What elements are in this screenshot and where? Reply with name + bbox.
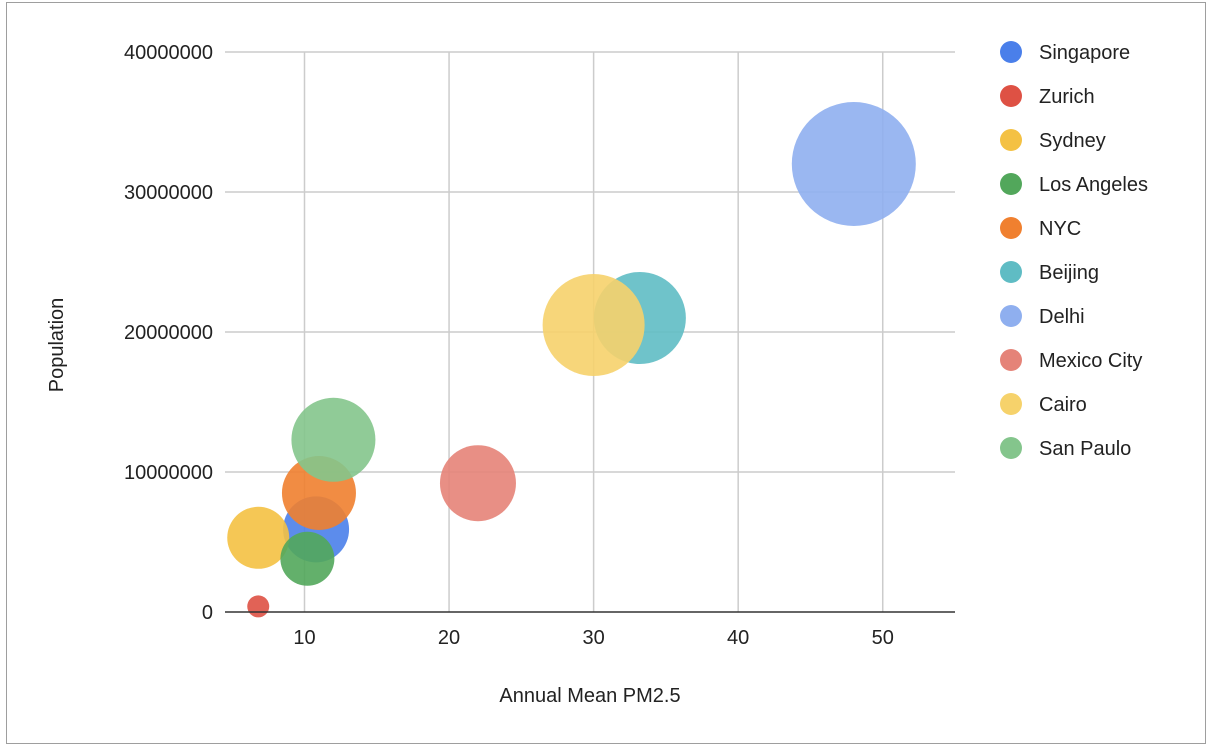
legend-item-sydney[interactable]: Sydney: [1000, 129, 1106, 152]
legend-item-delhi[interactable]: Delhi: [1000, 305, 1085, 328]
legend-label: Mexico City: [1039, 350, 1142, 372]
legend-item-san-paulo[interactable]: San Paulo: [1000, 437, 1131, 460]
bubble-los-angeles[interactable]: [280, 531, 335, 586]
legend-item-mexico-city[interactable]: Mexico City: [1000, 349, 1142, 372]
y-tick-label: 10000000: [124, 462, 213, 484]
x-tick-label: 30: [582, 627, 604, 649]
y-tick-label: 20000000: [124, 322, 213, 344]
x-axis-label: Annual Mean PM2.5: [499, 685, 680, 707]
bubble-san-paulo[interactable]: [291, 397, 376, 482]
legend-label: Beijing: [1039, 262, 1099, 284]
legend-item-beijing[interactable]: Beijing: [1000, 261, 1099, 284]
legend-swatch: [1000, 129, 1022, 151]
x-tick-label: 10: [293, 627, 315, 649]
legend-item-singapore[interactable]: Singapore: [1000, 41, 1130, 64]
legend: Singapore Zurich Sydney Los Angeles NYC Beiji…: [1000, 41, 1148, 460]
y-tick-label: 0: [202, 602, 213, 624]
legend-item-nyc[interactable]: NYC: [1000, 217, 1081, 240]
legend-swatch: [1000, 261, 1022, 283]
legend-label: NYC: [1039, 218, 1081, 240]
legend-label: Cairo: [1039, 394, 1087, 416]
bubble-delhi[interactable]: [791, 102, 916, 226]
legend-swatch: [1000, 437, 1022, 459]
x-tick-label: 40: [727, 627, 749, 649]
legend-label: Delhi: [1039, 306, 1085, 328]
bubble-zurich[interactable]: [247, 595, 270, 618]
legend-label: Zurich: [1039, 86, 1095, 108]
legend-swatch: [1000, 305, 1022, 327]
legend-item-los-angeles[interactable]: Los Angeles: [1000, 173, 1148, 196]
legend-swatch: [1000, 393, 1022, 415]
x-tick-labels: 10 20 30 40 50: [293, 627, 893, 649]
legend-swatch: [1000, 85, 1022, 107]
bubbles: [227, 102, 916, 618]
legend-label: Sydney: [1039, 130, 1106, 152]
legend-label: Los Angeles: [1039, 174, 1148, 196]
y-tick-label: 30000000: [124, 182, 213, 204]
legend-swatch: [1000, 349, 1022, 371]
legend-item-cairo[interactable]: Cairo: [1000, 393, 1087, 416]
legend-label: San Paulo: [1039, 438, 1131, 460]
legend-swatch: [1000, 41, 1022, 63]
x-tick-label: 20: [438, 627, 460, 649]
y-tick-label: 40000000: [124, 42, 213, 64]
bubble-sydney[interactable]: [227, 506, 290, 569]
bubble-cairo[interactable]: [542, 274, 645, 376]
legend-swatch: [1000, 217, 1022, 239]
bubble-mexico-city[interactable]: [439, 445, 516, 522]
legend-label: Singapore: [1039, 42, 1130, 64]
legend-swatch: [1000, 173, 1022, 195]
y-axis-label: Population: [46, 298, 68, 393]
legend-item-zurich[interactable]: Zurich: [1000, 85, 1095, 108]
x-tick-label: 50: [872, 627, 894, 649]
y-tick-labels: 0 10000000 20000000 30000000 40000000: [124, 42, 213, 624]
